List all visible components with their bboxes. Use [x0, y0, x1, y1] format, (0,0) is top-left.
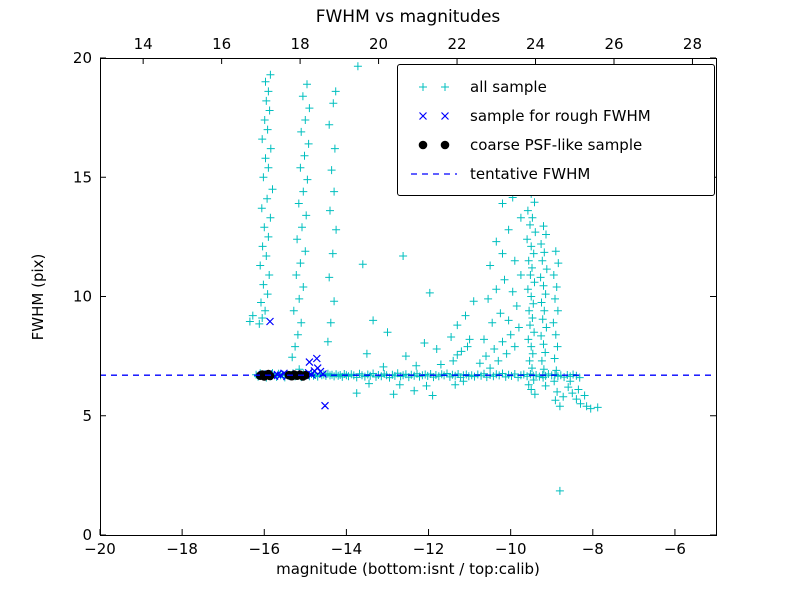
tick-label: 14 — [134, 35, 153, 53]
legend-label-tentative-fwhm: tentative FWHM — [470, 164, 591, 183]
tick-label: −14 — [331, 540, 363, 558]
legend-label-rough-fwhm: sample for rough FWHM — [470, 106, 651, 125]
chart-title: FWHM vs magnitudes — [315, 7, 501, 27]
x-marker-icon — [419, 111, 449, 120]
tick-label: −18 — [166, 540, 198, 558]
tick-label: −8 — [582, 540, 604, 558]
y-axis-label: FWHM (pix) — [29, 253, 47, 341]
tick-label: 0 — [82, 526, 92, 544]
tick-label: −6 — [664, 540, 686, 558]
tick-label: 28 — [683, 35, 702, 53]
tick-label: 10 — [73, 288, 92, 306]
legend-label-all-sample: all sample — [470, 77, 547, 96]
tick-label: 18 — [291, 35, 310, 53]
tick-label: 15 — [73, 168, 92, 186]
series-rough-fwhm — [258, 317, 329, 410]
tick-label: −20 — [84, 540, 116, 558]
tick-label: 5 — [82, 407, 92, 425]
plus-marker-icon — [419, 82, 449, 91]
tick-label: 22 — [447, 35, 466, 53]
dot-marker-icon — [418, 140, 450, 149]
tick-label: −16 — [248, 540, 280, 558]
tick-label: 16 — [212, 35, 231, 53]
dashed-line-icon — [411, 172, 457, 175]
legend: all sample sample for rough FWHM coarse … — [397, 64, 715, 196]
legend-entry-coarse-psf: coarse PSF-like sample — [408, 130, 704, 159]
tick-label: 24 — [526, 35, 545, 53]
x-axis-label: magnitude (bottom:isnt / top:calib) — [276, 560, 540, 578]
legend-entry-all-sample: all sample — [408, 72, 704, 101]
axes — [99, 57, 717, 536]
legend-entry-rough-fwhm: sample for rough FWHM — [408, 101, 704, 130]
tick-label: 20 — [369, 35, 388, 53]
tick-label: 20 — [73, 49, 92, 67]
tick-label: −10 — [495, 540, 527, 558]
legend-label-coarse-psf: coarse PSF-like sample — [470, 135, 643, 154]
tick-label: −12 — [413, 540, 445, 558]
tick-label: 26 — [604, 35, 623, 53]
legend-entry-tentative-fwhm: tentative FWHM — [408, 159, 704, 188]
